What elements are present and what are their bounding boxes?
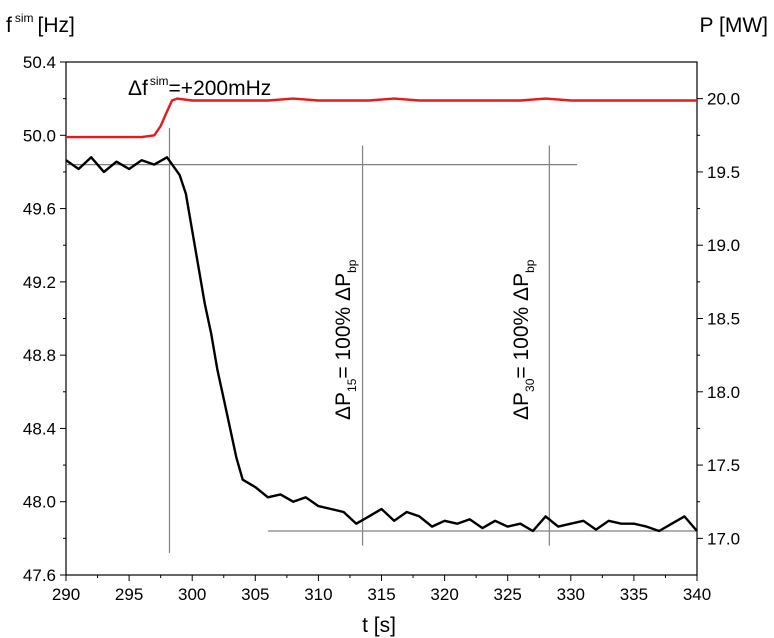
left-tick-label: 47.6 <box>23 566 56 585</box>
delta-p30-middle: = 100% ΔP <box>510 273 533 379</box>
plot-border <box>65 61 698 576</box>
left-tick-label: 50.0 <box>23 126 56 145</box>
right-tick-label: 17.5 <box>707 456 740 475</box>
x-tick-label: 315 <box>367 585 395 604</box>
x-tick-label: 320 <box>430 585 458 604</box>
delta-p15-delta: ΔP <box>332 392 355 420</box>
left-tick-label: 49.2 <box>23 273 56 292</box>
power-series-line <box>65 156 698 533</box>
delta-f-rest: =+200mHz <box>169 77 272 100</box>
right-tick-label: 20.0 <box>707 90 740 109</box>
right-axis-title: P [MW] <box>700 14 768 37</box>
x-tick-label: 325 <box>494 585 522 604</box>
left-axis-ticks: 50.4 50.0 49.6 49.2 48.8 48.4 48.0 47.6 <box>23 53 66 585</box>
right-tick-label: 17.0 <box>707 529 740 548</box>
x-tick-label: 310 <box>304 585 332 604</box>
x-axis-title: t [s] <box>362 614 396 637</box>
x-tick-label: 330 <box>557 585 585 604</box>
x-tick-label: 290 <box>52 585 80 604</box>
series-group <box>65 97 698 533</box>
plot-frame <box>65 61 698 576</box>
left-tick-label: 48.0 <box>23 493 56 512</box>
delta-p30-delta: ΔP <box>510 392 533 420</box>
left-axis-title-unit: [Hz] <box>38 14 75 37</box>
right-axis-ticks: 20.0 19.5 19.0 18.5 18.0 17.5 17.0 <box>697 90 740 548</box>
delta-p30-sub2: bp <box>523 259 537 273</box>
left-tick-label: 49.6 <box>23 200 56 219</box>
delta-f-base: Δf <box>128 77 148 100</box>
right-tick-label: 18.5 <box>707 310 740 329</box>
delta-p15-sub2: bp <box>345 259 359 273</box>
right-tick-label: 19.5 <box>707 163 740 182</box>
x-tick-label: 300 <box>178 585 206 604</box>
right-tick-label: 19.0 <box>707 236 740 255</box>
left-axis-title-sup: sim <box>15 11 34 25</box>
delta-f-annotation: Δf sim=+200mHz <box>128 74 271 100</box>
delta-p30-sub: 30 <box>523 378 537 392</box>
x-tick-label: 295 <box>115 585 143 604</box>
delta-f-sup: sim <box>150 74 169 88</box>
x-tick-label: 305 <box>241 585 269 604</box>
delta-p30-annotation: ΔP30= 100% ΔPbp <box>510 259 537 420</box>
x-tick-label: 335 <box>620 585 648 604</box>
delta-p15-sub: 15 <box>345 378 359 392</box>
delta-p15-middle: = 100% ΔP <box>332 273 355 379</box>
left-tick-label: 48.4 <box>23 419 56 438</box>
left-axis-title-base: f <box>6 14 12 37</box>
reference-lines <box>66 127 697 554</box>
x-axis-ticks: 290 295 300 305 310 315 320 325 330 335 340 <box>52 575 711 604</box>
left-tick-label: 50.4 <box>23 53 56 72</box>
left-axis-title: f sim [Hz] <box>6 11 75 37</box>
right-tick-label: 18.0 <box>707 383 740 402</box>
x-tick-label: 340 <box>683 585 711 604</box>
delta-p15-annotation: ΔP15= 100% ΔPbp <box>332 259 359 420</box>
frequency-series-line <box>66 97 697 139</box>
left-tick-label: 48.8 <box>23 346 56 365</box>
